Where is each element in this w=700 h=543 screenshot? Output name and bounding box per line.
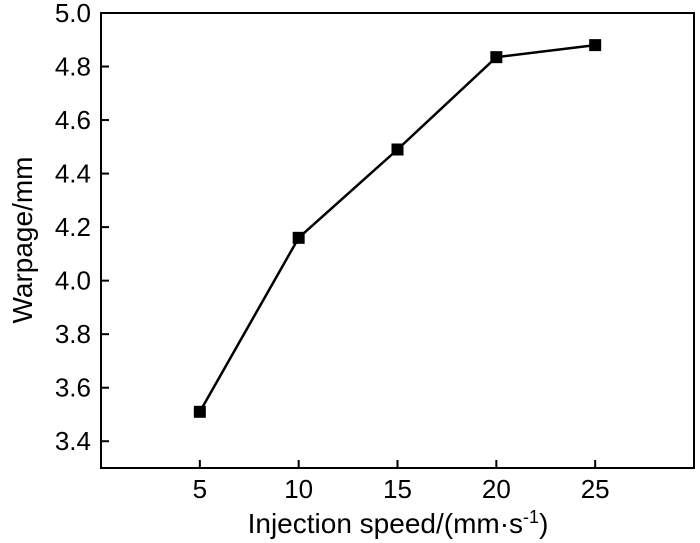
y-axis-title: Warpage/mm — [7, 156, 38, 323]
y-tick-marks — [101, 12, 109, 443]
y-tick-label: 4.0 — [55, 266, 91, 296]
x-tick-label: 10 — [284, 474, 313, 504]
data-point-marker — [292, 231, 305, 244]
x-tick-label: 5 — [193, 474, 207, 504]
y-tick-label: 4.8 — [55, 52, 91, 82]
data-point-marker — [490, 51, 503, 64]
x-tick-label: 20 — [482, 474, 511, 504]
y-tick-label: 3.8 — [55, 319, 91, 349]
y-tick-label: 4.2 — [55, 212, 91, 242]
x-axis-title: Injection speed/(mm·s-1) — [248, 507, 549, 539]
x-tick-label: 25 — [581, 474, 610, 504]
y-tick-label: 4.4 — [55, 159, 91, 189]
x-tick-marks — [198, 460, 597, 468]
data-point-marker — [193, 405, 206, 418]
x-tick-labels: 5 10 15 20 25 — [193, 474, 610, 504]
series-line — [198, 43, 596, 413]
y-tick-labels: 3.4 3.6 3.8 4.0 4.2 4.4 4.6 4.8 5.0 — [55, 0, 91, 456]
y-tick-label: 3.6 — [55, 373, 91, 403]
y-tick-label: 3.4 — [55, 426, 91, 456]
x-axis-title-superscript: -1 — [523, 507, 539, 527]
x-axis-title-main: Injection speed/(mm·s — [248, 508, 523, 539]
data-point-marker — [391, 143, 404, 156]
x-axis-title-close: ) — [539, 508, 548, 539]
y-tick-label: 5.0 — [55, 0, 91, 28]
series-layer — [193, 39, 602, 418]
y-tick-label: 4.6 — [55, 105, 91, 135]
data-point-marker — [589, 39, 602, 52]
plot-frame — [100, 12, 695, 469]
x-tick-label: 15 — [383, 474, 412, 504]
